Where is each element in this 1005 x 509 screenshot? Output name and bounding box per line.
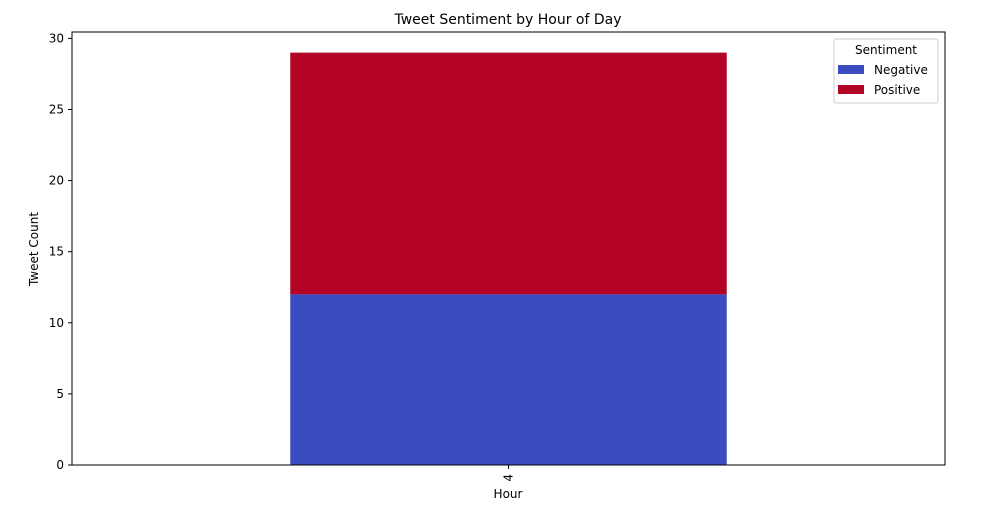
legend-label-positive: Positive: [874, 83, 920, 97]
y-tick-label: 10: [49, 316, 64, 330]
x-tick-label: 4: [502, 474, 516, 482]
y-tick-label: 15: [49, 245, 64, 259]
x-axis: 4: [502, 465, 516, 482]
x-axis-label: Hour: [494, 487, 523, 501]
legend-entries: Negative Positive: [838, 63, 928, 97]
legend-swatch-negative: [838, 65, 864, 74]
y-tick-label: 20: [49, 174, 64, 188]
bar-positive-4: [290, 52, 727, 295]
y-tick-label: 5: [56, 387, 64, 401]
y-axis-label: Tweet Count: [27, 212, 41, 287]
legend-label-negative: Negative: [874, 63, 928, 77]
bar-negative-4: [290, 294, 727, 465]
legend-title: Sentiment: [855, 43, 917, 57]
y-tick-label: 30: [49, 31, 64, 45]
legend: Sentiment Negative Positive: [833, 38, 939, 104]
legend-swatch-positive: [838, 85, 864, 94]
y-axis: 0 5 10 15 20 25 30: [49, 31, 72, 472]
chart-title: Tweet Sentiment by Hour of Day: [393, 12, 621, 28]
y-tick-label: 25: [49, 102, 64, 116]
bars-layer: [290, 52, 727, 465]
y-tick-label: 0: [56, 458, 64, 472]
